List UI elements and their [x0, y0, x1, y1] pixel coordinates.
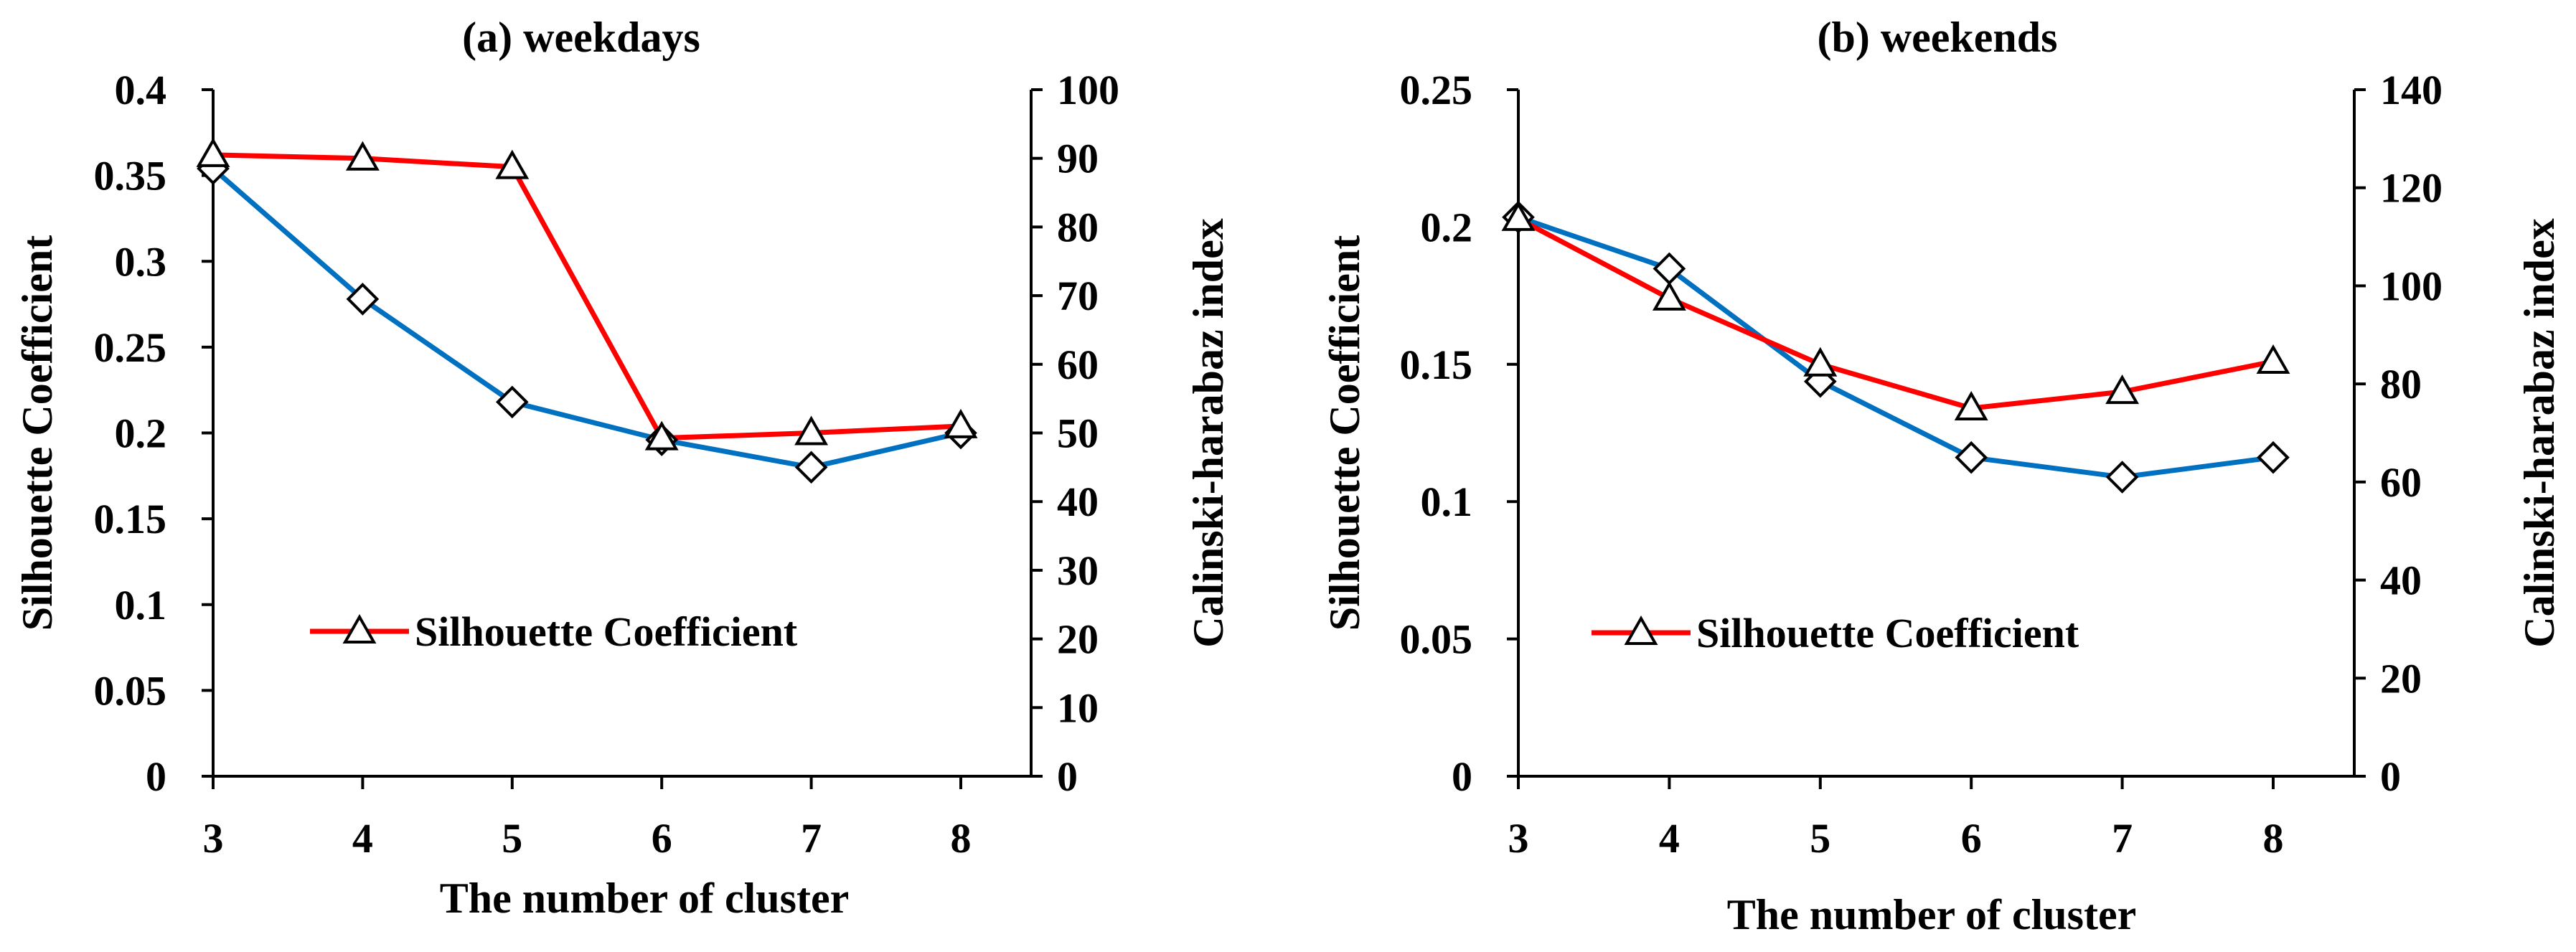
- x-tick-label: 8: [2263, 815, 2284, 862]
- series-line-calinski: [1517, 215, 2274, 480]
- right-y-tick-label: 50: [1057, 410, 1099, 457]
- calinski-point: [2257, 440, 2290, 474]
- left-y-tick-label: 0: [146, 753, 166, 800]
- left-y-tick-label: 0.05: [94, 667, 167, 714]
- x-tick-label: 7: [2112, 815, 2133, 862]
- right-y-tick-label: 90: [1057, 136, 1099, 182]
- silhouette-point: [1803, 347, 1838, 377]
- x-tick-label: 5: [1810, 815, 1830, 862]
- silhouette-point: [345, 141, 380, 171]
- right-y-tick-label: 0: [1057, 753, 1078, 800]
- silhouette-point: [644, 420, 679, 451]
- left-y-tick-label: 0.25: [94, 324, 167, 371]
- right-y-tick-label: 100: [2380, 263, 2443, 309]
- right-y-tick-label: 80: [1057, 204, 1099, 250]
- right-y-tick-label: 20: [2380, 655, 2422, 702]
- right-y-axis-title: Calinski-harabaz index: [1185, 218, 1232, 647]
- chart-title: (a) weekdays: [462, 14, 700, 61]
- right-y-tick-label: 40: [1057, 479, 1099, 525]
- right-y-tick-label: 120: [2380, 165, 2443, 212]
- x-axis-title: The number of cluster: [1727, 891, 2137, 938]
- right-y-tick-label: 60: [1057, 341, 1099, 388]
- x-tick-label: 4: [352, 815, 373, 862]
- left-y-tick-label: 0.3: [115, 238, 167, 285]
- legend-triangle-icon: [342, 613, 377, 644]
- chart-title: (b) weekends: [1817, 14, 2057, 61]
- left-y-tick-label: 0.35: [94, 153, 167, 199]
- x-tick-label: 6: [652, 815, 672, 862]
- right-y-tick-label: 140: [2380, 67, 2443, 113]
- calinski-point: [1955, 440, 1988, 474]
- x-tick-label: 7: [801, 815, 822, 862]
- silhouette-point: [2105, 374, 2140, 405]
- x-tick-label: 5: [502, 815, 522, 862]
- series-line-silhouette: [212, 152, 962, 441]
- silhouette-point: [2256, 344, 2290, 374]
- left-y-tick-label: 0: [1452, 753, 1472, 800]
- series-line-silhouette: [1517, 216, 2274, 411]
- legend-label: Silhouette Coefficient: [1696, 610, 2079, 656]
- x-axis-title: The number of cluster: [440, 875, 850, 922]
- left-y-axis-title: Silhouette Coefficient: [1321, 235, 1368, 631]
- right-y-tick-label: 80: [2380, 361, 2422, 407]
- chart-panel-a: 0 0.05 0.1 0.15 0.2 0.25 0.3 0.35 0.4 0 10 20 30 40 50…: [14, 14, 1232, 922]
- right-y-tick-label: 20: [1057, 616, 1099, 663]
- chart-panel-b: 0 0.05 0.1 0.15 0.2 0.25 0 20 40 60 80 100 120 140 3 4 5…: [1321, 14, 2563, 938]
- left-y-tick-label: 0.15: [1400, 341, 1473, 388]
- left-y-tick-label: 0.4: [115, 67, 167, 113]
- right-y-tick-label: 30: [1057, 547, 1099, 594]
- left-y-tick-label: 0.2: [1421, 204, 1473, 250]
- calinski-point: [1803, 364, 1837, 398]
- silhouette-point: [1652, 281, 1686, 311]
- right-y-tick-label: 60: [2380, 459, 2422, 506]
- silhouette-point: [1954, 391, 1988, 421]
- left-y-tick-label: 0.15: [94, 496, 167, 542]
- left-y-tick-label: 0.25: [1400, 67, 1473, 113]
- left-y-tick-label: 0.1: [1421, 479, 1473, 525]
- right-y-axis-title: Calinski-harabaz index: [2516, 218, 2563, 647]
- right-y-tick-label: 40: [2380, 557, 2422, 604]
- left-y-tick-label: 0.1: [115, 582, 167, 628]
- right-y-tick-label: 0: [2380, 753, 2401, 800]
- legend-label: Silhouette Coefficient: [415, 608, 798, 655]
- x-tick-label: 3: [203, 815, 224, 862]
- series-line-calinski: [211, 166, 962, 470]
- silhouette-point: [794, 415, 829, 446]
- silhouette-point: [944, 408, 978, 438]
- right-y-tick-label: 70: [1057, 273, 1099, 319]
- silhouette-point: [495, 149, 530, 179]
- left-y-tick-label: 0.05: [1400, 616, 1473, 663]
- silhouette-point: [1501, 201, 1536, 231]
- x-tick-label: 8: [951, 815, 972, 862]
- x-tick-label: 3: [1508, 815, 1529, 862]
- legend-triangle-icon: [1624, 615, 1658, 645]
- x-tick-label: 4: [1659, 815, 1680, 862]
- right-y-tick-label: 100: [1057, 67, 1119, 113]
- left-y-tick-label: 0.2: [115, 410, 167, 457]
- calinski-point: [495, 385, 529, 419]
- calinski-point: [2105, 461, 2139, 494]
- right-y-tick-label: 10: [1057, 684, 1099, 731]
- x-tick-label: 6: [1961, 815, 1982, 862]
- silhouette-point: [196, 137, 230, 167]
- calinski-point: [346, 283, 380, 316]
- left-y-axis-title: Silhouette Coefficient: [14, 235, 61, 631]
- calinski-point: [794, 451, 828, 484]
